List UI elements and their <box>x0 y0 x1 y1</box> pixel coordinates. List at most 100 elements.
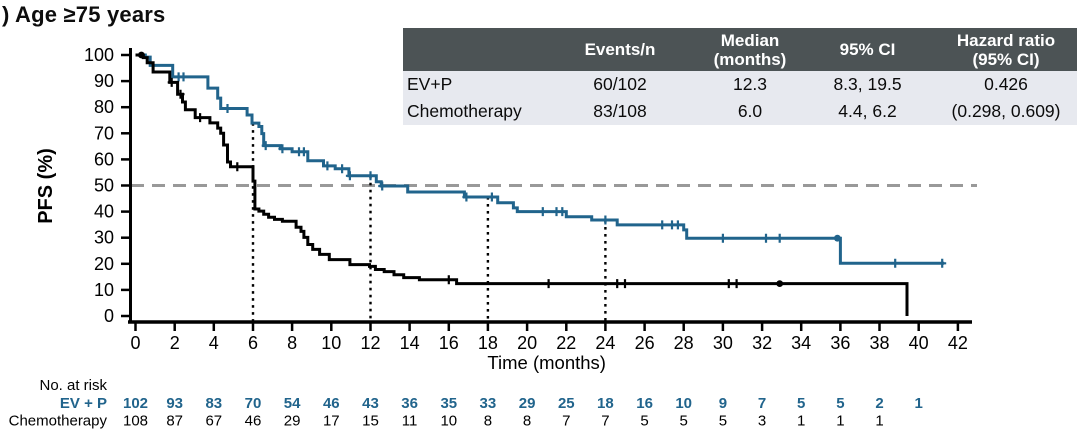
risk-row-label-chemotherapy: Chemotherapy <box>9 413 108 430</box>
x-tick-label: 32 <box>752 333 772 353</box>
stats-header-events: Events/n <box>540 28 700 71</box>
risk-count: 93 <box>166 395 183 412</box>
stats-row-evp-ci: 8.3, 19.5 <box>800 71 935 98</box>
risk-count: 46 <box>323 395 340 412</box>
risk-count: 9 <box>719 395 727 412</box>
stats-table: Events/n Median (months) 95% CI Hazard r… <box>403 28 1077 125</box>
risk-count: 108 <box>123 413 148 430</box>
x-tick-label: 18 <box>478 333 498 353</box>
censor-mark <box>487 192 496 202</box>
risk-count: 29 <box>284 413 301 430</box>
censor-mark <box>338 164 347 174</box>
x-tick-label: 6 <box>248 333 258 353</box>
km-curve-chemotherapy <box>135 53 909 316</box>
x-tick-label: 16 <box>439 333 459 353</box>
censor-mark <box>366 171 375 181</box>
censor-dot <box>138 51 145 59</box>
risk-count: 16 <box>636 395 653 412</box>
x-axis-label: Time (months) <box>487 352 606 373</box>
risk-count: 15 <box>362 413 379 430</box>
y-tick-label: 80 <box>94 97 114 117</box>
risk-count: 67 <box>205 413 222 430</box>
x-tick-label: 38 <box>869 333 889 353</box>
risk-row-label-ev-p: EV + P <box>60 395 107 412</box>
censor-mark <box>196 113 205 123</box>
risk-count: 36 <box>401 395 418 412</box>
stats-header-empty <box>403 28 540 71</box>
risk-count: 7 <box>562 413 570 430</box>
censor-mark <box>891 258 900 268</box>
stats-row-evp-median: 12.3 <box>700 71 800 98</box>
risk-count: 18 <box>597 395 614 412</box>
y-tick-label: 90 <box>94 71 114 91</box>
censor-mark <box>621 279 629 289</box>
censor-mark <box>732 279 741 289</box>
stats-row-chemo-ci: 4.4, 6.2 <box>800 98 935 125</box>
censor-mark <box>718 233 727 243</box>
x-tick-label: 34 <box>791 333 811 353</box>
x-tick-label: 40 <box>909 333 929 353</box>
x-tick-label: 10 <box>321 333 341 353</box>
censor-mark <box>233 162 242 172</box>
risk-count: 83 <box>205 395 222 412</box>
panel-title: ) Age ≥75 years <box>2 2 166 27</box>
censor-mark <box>775 233 784 243</box>
risk-count: 87 <box>166 413 183 430</box>
risk-count: 2 <box>875 395 883 412</box>
censor-mark <box>323 161 332 171</box>
stats-row-evp-events: 60/102 <box>540 71 700 98</box>
risk-count: 17 <box>323 413 340 430</box>
y-tick-label: 70 <box>94 123 114 143</box>
x-tick-label: 2 <box>170 333 180 353</box>
censor-dot <box>834 234 841 242</box>
stats-header-ci: 95% CI <box>800 28 935 71</box>
y-tick-label: 40 <box>94 202 114 222</box>
risk-count: 5 <box>680 413 688 430</box>
y-tick-label: 30 <box>94 228 114 248</box>
x-tick-label: 30 <box>713 333 733 353</box>
stats-row-chemo-events: 83/108 <box>540 98 700 125</box>
y-tick-label: 100 <box>84 45 114 65</box>
censor-dot <box>776 280 784 287</box>
risk-count: 8 <box>484 413 492 430</box>
stats-header-median: Median (months) <box>700 28 800 71</box>
stats-header-hazard-ratio: Hazard ratio (95% CI) <box>935 28 1077 71</box>
risk-count: 46 <box>245 413 262 430</box>
x-tick-label: 26 <box>635 333 655 353</box>
stats-row-chemo-label: Chemotherapy <box>403 98 540 125</box>
risk-count: 54 <box>284 395 301 412</box>
risk-count: 1 <box>875 413 883 430</box>
risk-count: 33 <box>480 395 497 412</box>
censor-mark <box>544 279 553 289</box>
censor-mark <box>673 220 682 230</box>
risk-count: 29 <box>519 395 536 412</box>
x-tick-label: 24 <box>595 333 615 353</box>
censor-mark <box>444 275 453 285</box>
y-tick-label: 0 <box>104 306 114 326</box>
censor-mark <box>613 279 622 289</box>
risk-count: 5 <box>640 413 648 430</box>
censor-mark <box>601 215 610 225</box>
censor-mark <box>558 207 567 217</box>
risk-table-title: No. at risk <box>39 377 107 394</box>
x-tick-label: 42 <box>948 333 968 353</box>
y-tick-label: 60 <box>94 149 114 169</box>
risk-count: 7 <box>601 413 609 430</box>
x-tick-label: 12 <box>360 333 380 353</box>
risk-count: 8 <box>523 413 531 430</box>
risk-count: 5 <box>797 395 805 412</box>
x-tick-label: 22 <box>556 333 576 353</box>
censor-mark <box>538 207 547 217</box>
risk-count: 7 <box>758 395 766 412</box>
censor-mark <box>658 220 667 230</box>
risk-count: 25 <box>558 395 575 412</box>
risk-count: 1 <box>915 395 923 412</box>
risk-count: 35 <box>440 395 457 412</box>
x-tick-label: 14 <box>400 333 420 353</box>
risk-count: 3 <box>758 413 766 430</box>
y-tick-label: 20 <box>94 254 114 274</box>
censor-mark <box>179 72 188 82</box>
censor-mark <box>223 104 232 113</box>
